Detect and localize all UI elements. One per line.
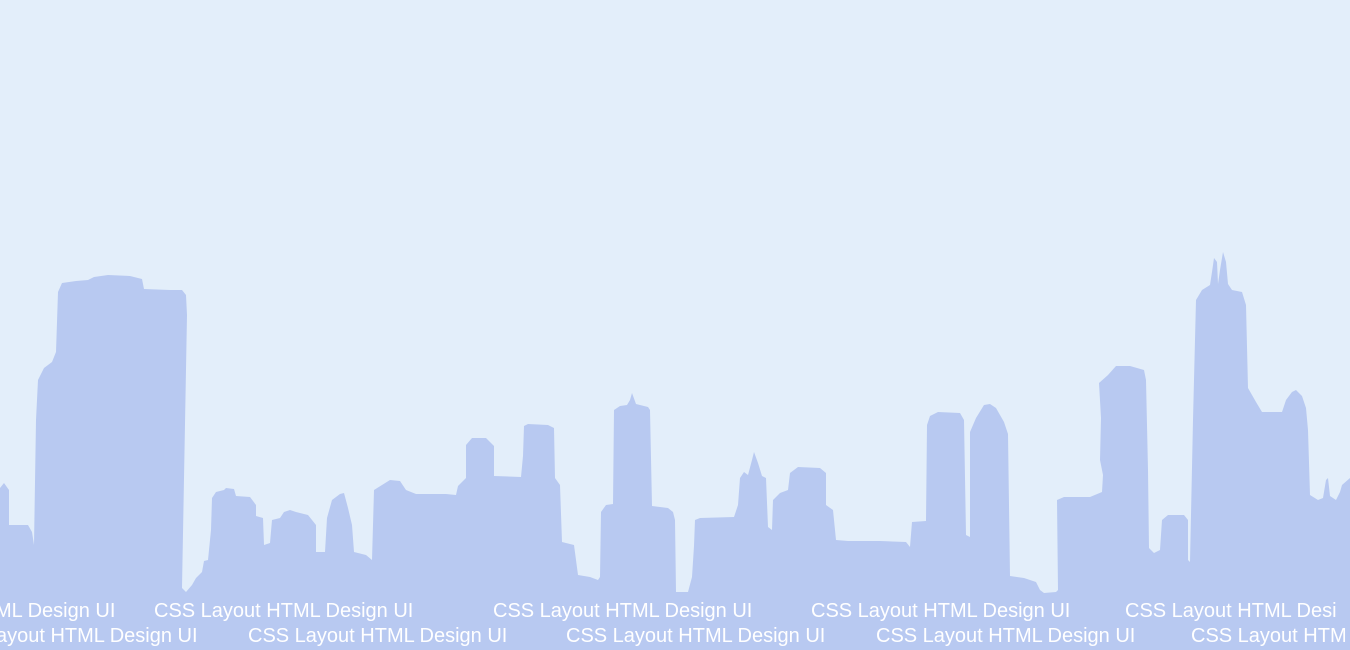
ticker-text: CSS Layout HTM: [1191, 625, 1347, 647]
ticker-text: CSS Layout HTML Design UI: [876, 625, 1136, 647]
ticker-text: ayout HTML Design UI: [0, 625, 198, 647]
skyline-silhouette: [0, 252, 1350, 650]
ticker-text: CSS Layout HTML Design UI: [154, 600, 414, 622]
ticker-text: CSS Layout HTML Design UI: [811, 600, 1071, 622]
ticker-text: CSS Layout HTML Design UI: [566, 625, 826, 647]
ticker-text: CSS Layout HTML Desi: [1125, 600, 1337, 622]
ticker-text: CSS Layout HTML Design UI: [493, 600, 753, 622]
ticker-text: ML Design UI: [0, 600, 116, 622]
ticker-text: CSS Layout HTML Design UI: [248, 625, 508, 647]
